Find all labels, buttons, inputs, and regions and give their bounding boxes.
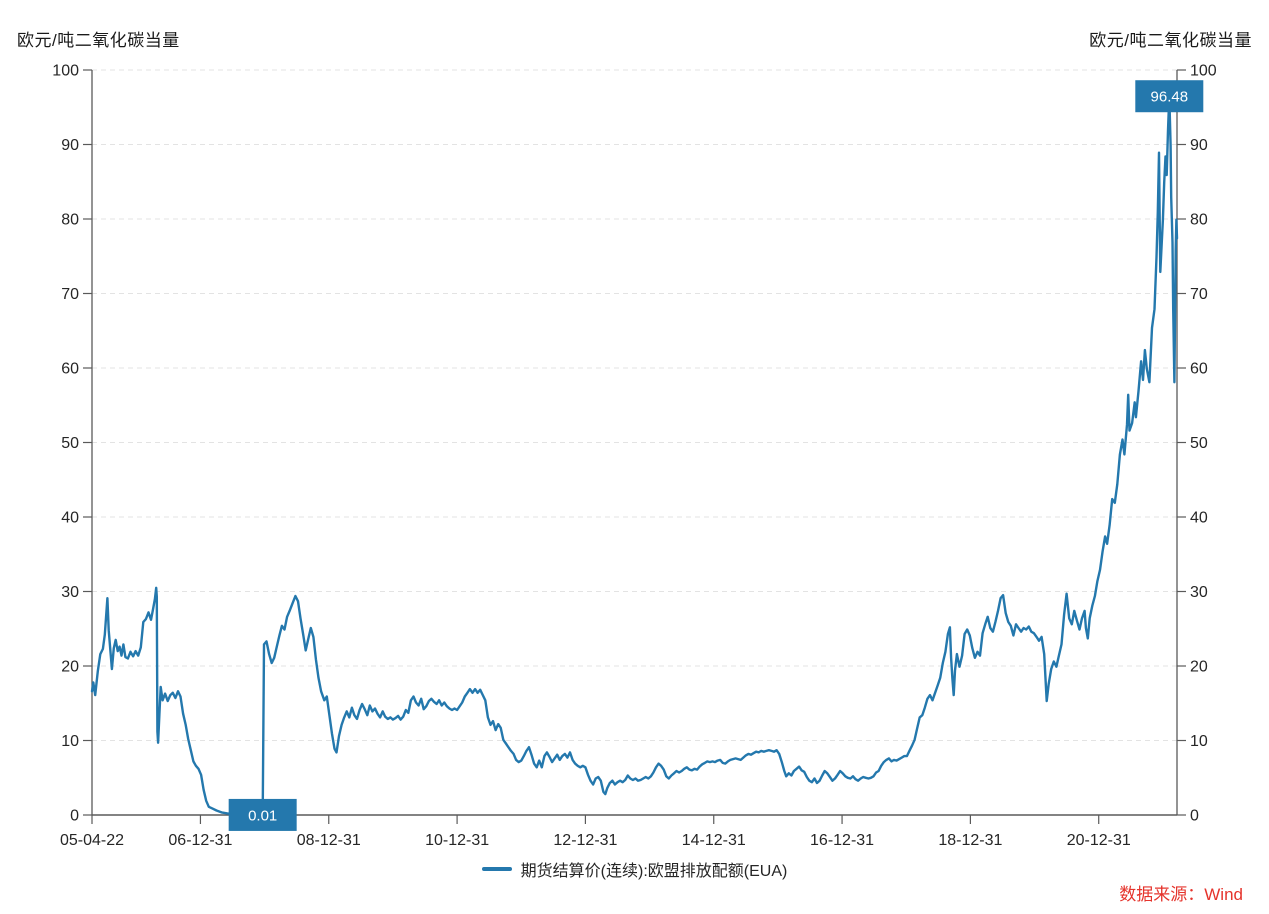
y-tick-label-left: 70 — [61, 286, 79, 303]
y-tick-label-left: 10 — [61, 733, 79, 750]
legend-line-swatch — [481, 867, 512, 871]
y-tick-label-left: 30 — [61, 584, 79, 601]
y-tick-label-right: 0 — [1190, 808, 1199, 825]
y-tick-label-left: 100 — [52, 63, 79, 80]
y-tick-labels: 0 0 10 10 20 20 30 30 40 40 50 50 60 60 70 70 80 80 90 90 10… — [52, 63, 1217, 825]
right-axis-unit-title: 欧元/吨二氧化碳当量 — [1089, 31, 1252, 50]
annotation-value-label: 96.48 — [1151, 89, 1189, 106]
x-tick-label: 20-12-31 — [1067, 832, 1131, 849]
data-source-note: 数据来源：Wind — [1119, 885, 1243, 904]
x-tick-label: 18-12-31 — [938, 832, 1002, 849]
y-tick-label-right: 60 — [1190, 361, 1208, 378]
x-tick-label: 08-12-31 — [297, 832, 361, 849]
y-tick-label-right: 10 — [1190, 733, 1208, 750]
y-tick-label-left: 0 — [70, 808, 79, 825]
y-tick-label-right: 80 — [1190, 212, 1208, 229]
x-tick-label: 06-12-31 — [168, 832, 232, 849]
legend-series-label: 期货结算价(连续):欧盟排放配额(EUA) — [520, 863, 788, 880]
annotation-box — [1135, 80, 1204, 113]
y-tick-label-left: 50 — [61, 435, 79, 452]
y-tick-label-left: 40 — [61, 510, 79, 527]
gridlines — [92, 69, 1177, 741]
y-tick-label-right: 30 — [1190, 584, 1208, 601]
y-tick-label-right: 90 — [1190, 137, 1208, 154]
annotation-value-label: 0.01 — [248, 807, 277, 824]
y-tick-label-right: 40 — [1190, 510, 1208, 527]
y-tick-label-right: 100 — [1190, 63, 1217, 80]
y-tick-label-right: 70 — [1190, 286, 1208, 303]
y-tick-label-left: 90 — [61, 137, 79, 154]
x-tick-label: 14-12-31 — [682, 832, 746, 849]
y-tick-label-right: 20 — [1190, 659, 1208, 676]
y-tick-label-left: 20 — [61, 659, 79, 676]
x-tick-label: 12-12-31 — [553, 832, 617, 849]
legend: 期货结算价(连续):欧盟排放配额(EUA) — [0, 857, 1269, 881]
min-value-annotation: 0.01 — [228, 798, 297, 831]
x-tick-label: 05-04-22 — [60, 832, 124, 849]
y-tick-label-right: 50 — [1190, 435, 1208, 452]
y-tick-label-left: 60 — [61, 361, 79, 378]
x-tick-labels: 05-04-22 06-12-31 08-12-31 10-12-31 12-12-31… — [60, 815, 1131, 849]
price-line-series — [90, 94, 1179, 817]
x-tick-label: 10-12-31 — [425, 832, 489, 849]
annotation-box — [228, 798, 297, 831]
y-tick-label-left: 80 — [61, 212, 79, 229]
x-tick-label: 16-12-31 — [810, 832, 874, 849]
left-axis-unit-title: 欧元/吨二氧化碳当量 — [17, 31, 180, 50]
max-value-annotation: 96.48 — [1135, 80, 1204, 113]
